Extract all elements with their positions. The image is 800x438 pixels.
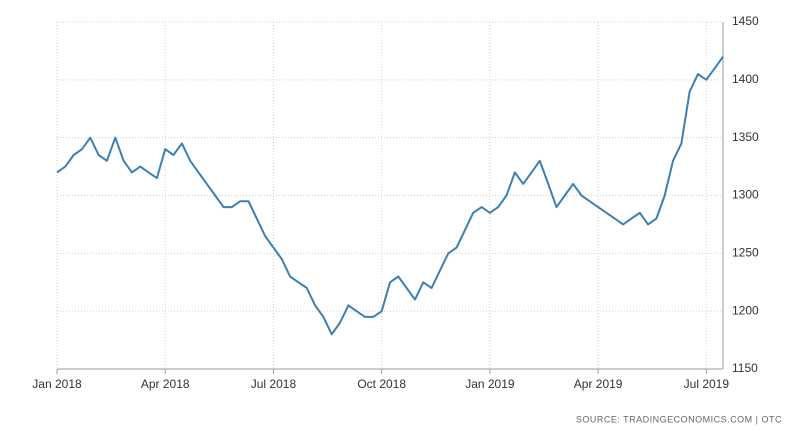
y-tick-label: 1400: [732, 72, 759, 86]
x-tick-label: Jul 2018: [251, 377, 297, 391]
x-tick-label: Jan 2018: [32, 377, 82, 391]
x-tick-label: Apr 2018: [141, 377, 190, 391]
y-tick-label: 1300: [732, 188, 759, 202]
x-tick-label: Oct 2018: [357, 377, 406, 391]
y-tick-label: 1200: [732, 303, 759, 317]
x-tick-label: Jul 2019: [684, 377, 730, 391]
source: SOURCE: TRADINGECONOMICS.COM | OTC: [576, 414, 782, 424]
y-tick-label: 1350: [732, 130, 759, 144]
y-tick-label: 1250: [732, 246, 759, 260]
price-line: [56, 56, 724, 336]
x-tick-label: Apr 2019: [574, 377, 623, 391]
y-tick-label: 1150: [732, 361, 758, 375]
x-tick-label: Jan 2019: [465, 377, 515, 391]
y-tick-label: 1450: [732, 14, 759, 28]
